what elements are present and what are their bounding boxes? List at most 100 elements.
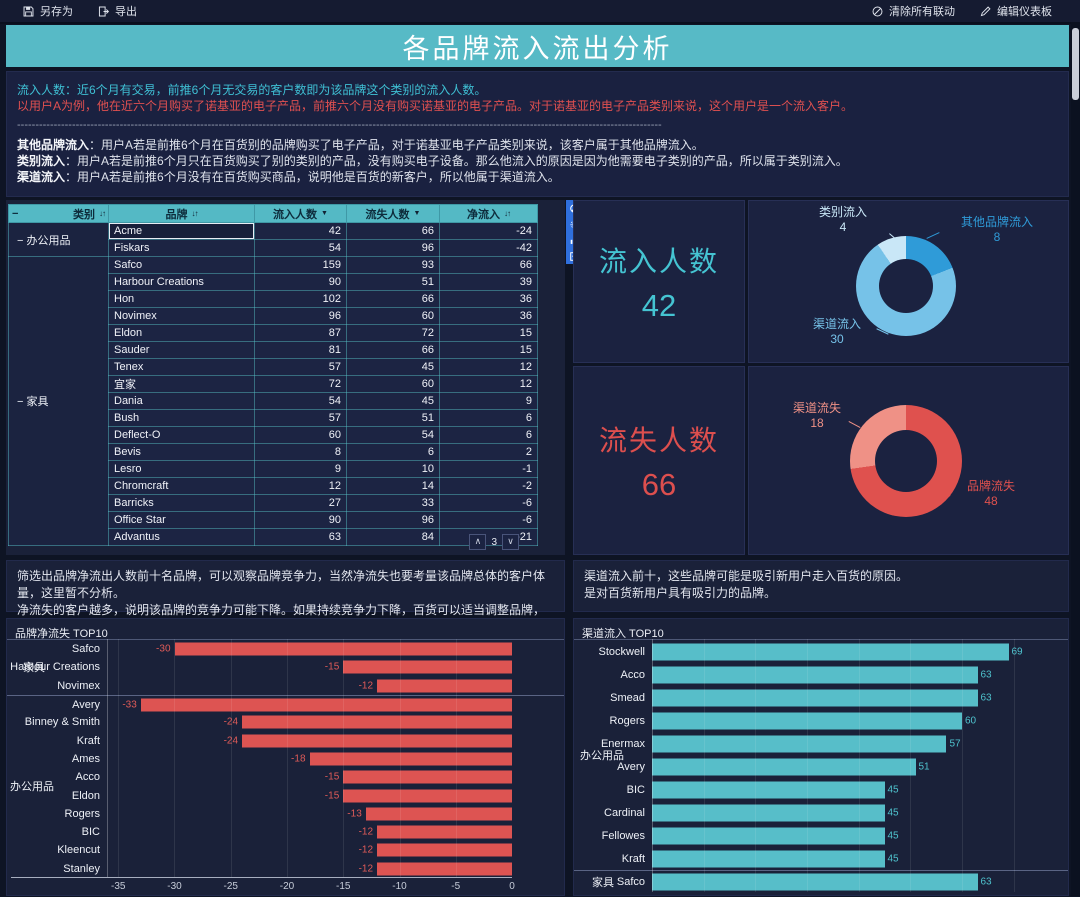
- value-cell[interactable]: 51: [346, 273, 440, 291]
- inflow-donut-chart[interactable]: [856, 236, 956, 336]
- brand-cell[interactable]: Advantus: [108, 528, 255, 546]
- column-header-net-inflow[interactable]: 净流入 ↓↑: [439, 204, 538, 223]
- page-down-button[interactable]: ∨: [502, 534, 519, 550]
- column-header-brand[interactable]: 品牌 ↓↑: [108, 204, 255, 223]
- value-cell[interactable]: 14: [346, 477, 440, 495]
- edit-dashboard-button[interactable]: 编辑仪表板: [967, 0, 1064, 22]
- value-cell[interactable]: 10: [346, 460, 440, 478]
- value-cell[interactable]: 72: [254, 375, 347, 393]
- value-cell[interactable]: -24: [439, 222, 538, 240]
- value-cell[interactable]: 81: [254, 341, 347, 359]
- category-cell[interactable]: − 家具: [8, 256, 109, 546]
- value-cell[interactable]: 60: [346, 375, 440, 393]
- brand-cell[interactable]: Office Star: [108, 511, 255, 529]
- value-cell[interactable]: 87: [254, 324, 347, 342]
- scrollbar-thumb[interactable]: [1072, 28, 1079, 100]
- value-cell[interactable]: 12: [439, 375, 538, 393]
- brand-cell[interactable]: Harbour Creations: [108, 273, 255, 291]
- export-button[interactable]: 导出: [85, 0, 149, 22]
- value-cell[interactable]: 54: [254, 392, 347, 410]
- value-cell[interactable]: 15: [439, 341, 538, 359]
- bar[interactable]: [652, 804, 885, 821]
- value-cell[interactable]: -1: [439, 460, 538, 478]
- value-cell[interactable]: 2: [439, 443, 538, 461]
- value-cell[interactable]: 84: [346, 528, 440, 546]
- collapse-icon[interactable]: −: [12, 207, 19, 220]
- bar[interactable]: [377, 825, 512, 839]
- value-cell[interactable]: 66: [439, 256, 538, 274]
- value-cell[interactable]: 72: [346, 324, 440, 342]
- sort-icon[interactable]: ↓↑: [99, 209, 106, 218]
- bar[interactable]: [140, 698, 512, 712]
- bar[interactable]: [652, 827, 885, 844]
- bar[interactable]: [343, 770, 512, 784]
- brand-cell[interactable]: Bevis: [108, 443, 255, 461]
- value-cell[interactable]: 42: [254, 222, 347, 240]
- brand-cell[interactable]: Dania: [108, 392, 255, 410]
- bar[interactable]: [377, 843, 512, 857]
- value-cell[interactable]: 159: [254, 256, 347, 274]
- brand-cell[interactable]: Lesro: [108, 460, 255, 478]
- filter-dropdown-icon[interactable]: ▼: [321, 210, 328, 217]
- value-cell[interactable]: 96: [346, 511, 440, 529]
- value-cell[interactable]: -2: [439, 477, 538, 495]
- value-cell[interactable]: 57: [254, 409, 347, 427]
- value-cell[interactable]: 66: [346, 222, 440, 240]
- bar[interactable]: [652, 666, 978, 683]
- bar[interactable]: [652, 643, 1009, 660]
- value-cell[interactable]: 6: [439, 426, 538, 444]
- brand-cell[interactable]: 宜家: [108, 375, 255, 393]
- value-cell[interactable]: 57: [254, 358, 347, 376]
- value-cell[interactable]: 90: [254, 511, 347, 529]
- value-cell[interactable]: 6: [439, 409, 538, 427]
- bar[interactable]: [652, 850, 885, 867]
- column-header-inflow[interactable]: 流入人数 ▼: [254, 204, 347, 223]
- category-cell[interactable]: − 办公用品: [8, 222, 109, 257]
- brand-cell[interactable]: Sauder: [108, 341, 255, 359]
- bar[interactable]: [377, 862, 512, 876]
- bar[interactable]: [652, 712, 962, 729]
- value-cell[interactable]: 9: [254, 460, 347, 478]
- bar[interactable]: [343, 660, 512, 674]
- value-cell[interactable]: 60: [254, 426, 347, 444]
- brand-cell[interactable]: Chromcraft: [108, 477, 255, 495]
- value-cell[interactable]: 60: [346, 307, 440, 325]
- brand-cell[interactable]: Novimex: [108, 307, 255, 325]
- clear-linkage-button[interactable]: 清除所有联动: [859, 0, 967, 22]
- filter-dropdown-icon[interactable]: ▼: [413, 210, 421, 217]
- value-cell[interactable]: 33: [346, 494, 440, 512]
- value-cell[interactable]: 45: [346, 358, 440, 376]
- sort-icon[interactable]: ↓↑: [504, 209, 511, 218]
- value-cell[interactable]: 90: [254, 273, 347, 291]
- value-cell[interactable]: 39: [439, 273, 538, 291]
- sort-icon[interactable]: ↓↑: [191, 209, 199, 218]
- value-cell[interactable]: 12: [254, 477, 347, 495]
- value-cell[interactable]: 45: [346, 392, 440, 410]
- value-cell[interactable]: 36: [439, 290, 538, 308]
- bar[interactable]: [652, 689, 978, 706]
- brand-cell[interactable]: Tenex: [108, 358, 255, 376]
- value-cell[interactable]: 54: [346, 426, 440, 444]
- brand-cell[interactable]: Acme: [108, 222, 255, 240]
- bar[interactable]: [174, 642, 512, 656]
- value-cell[interactable]: 102: [254, 290, 347, 308]
- value-cell[interactable]: 6: [346, 443, 440, 461]
- column-header-outflow[interactable]: 流失人数 ▼: [346, 204, 440, 223]
- bar[interactable]: [652, 758, 916, 775]
- bar[interactable]: [343, 789, 512, 803]
- bar[interactable]: [652, 781, 885, 798]
- bar[interactable]: [365, 807, 512, 821]
- bar[interactable]: [242, 734, 512, 748]
- column-header-category[interactable]: − 类别 ↓↑: [8, 204, 109, 223]
- value-cell[interactable]: 8: [254, 443, 347, 461]
- page-up-button[interactable]: ∧: [469, 534, 487, 550]
- value-cell[interactable]: -42: [439, 239, 538, 257]
- bar[interactable]: [309, 752, 512, 766]
- value-cell[interactable]: 36: [439, 307, 538, 325]
- value-cell[interactable]: 63: [254, 528, 347, 546]
- brand-cell[interactable]: Bush: [108, 409, 255, 427]
- brand-cell[interactable]: Safco: [108, 256, 255, 274]
- value-cell[interactable]: 9: [439, 392, 538, 410]
- value-cell[interactable]: -6: [439, 494, 538, 512]
- bar[interactable]: [377, 679, 512, 693]
